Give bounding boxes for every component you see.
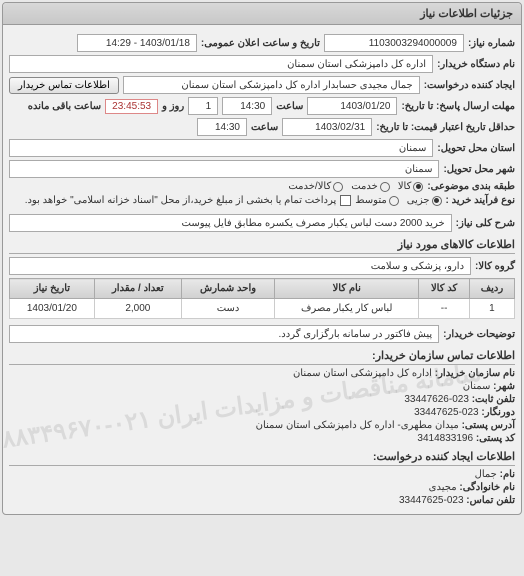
process-label: نوع فرآیند خرید : bbox=[446, 195, 515, 206]
days-remaining-field: 1 bbox=[188, 97, 218, 115]
requester-name: نام: جمال bbox=[9, 469, 515, 480]
details-panel: جزئیات اطلاعات نیاز شماره نیاز: 11030032… bbox=[2, 2, 522, 515]
invoice-note-field: پیش فاکتور در سامانه بارگزاری گردد. bbox=[9, 325, 439, 343]
validity-time-field: 14:30 bbox=[197, 118, 247, 136]
category-radio-group: کالا خدمت کالا/خدمت bbox=[288, 181, 423, 192]
radio-dot-icon bbox=[413, 182, 423, 192]
validity-date-field: 1403/02/31 bbox=[282, 118, 372, 136]
req-number-field: 1103003294000009 bbox=[324, 34, 464, 52]
countdown-timer: 23:45:53 bbox=[105, 99, 158, 114]
validity-label: حداقل تاریخ اعتبار قیمت: تا تاریخ: bbox=[376, 122, 515, 133]
goods-section-title: اطلاعات کالاهای مورد نیاز bbox=[9, 238, 515, 254]
td-name: لباس کار یکبار مصرف bbox=[275, 299, 419, 319]
buyer-org-label: نام دستگاه خریدار: bbox=[437, 59, 515, 70]
td-qty: 2,000 bbox=[94, 299, 181, 319]
province-label: استان محل تحویل: bbox=[437, 143, 515, 154]
contact-fax: دورنگار: 023-33447625 bbox=[9, 407, 515, 418]
requester-field: جمال مجیدی حسابدار اداره کل دامپزشکی است… bbox=[123, 76, 420, 94]
treasury-checkbox[interactable] bbox=[340, 195, 351, 206]
days-label: روز و bbox=[162, 101, 184, 112]
td-date: 1403/01/20 bbox=[10, 299, 95, 319]
goods-group-label: گروه کالا: bbox=[475, 261, 515, 272]
radio-service[interactable]: خدمت bbox=[351, 181, 390, 192]
announce-label: تاریخ و ساعت اعلان عمومی: bbox=[201, 38, 320, 49]
requester-phone: تلفن تماس: 023-33447625 bbox=[9, 495, 515, 506]
category-label: طبقه بندی موضوعی: bbox=[427, 181, 515, 192]
radio-partial[interactable]: جزیی bbox=[407, 195, 442, 206]
requester-section-title: اطلاعات ایجاد کننده درخواست: bbox=[9, 450, 515, 466]
table-header-row: ردیف کد کالا نام کالا واحد شمارش تعداد /… bbox=[10, 279, 515, 299]
requester-label: ایجاد کننده درخواست: bbox=[424, 80, 515, 91]
radio-dot-icon bbox=[389, 196, 399, 206]
city-label: شهر محل تحویل: bbox=[443, 164, 515, 175]
goods-table: ردیف کد کالا نام کالا واحد شمارش تعداد /… bbox=[9, 278, 515, 319]
desc-label: شرح کلی نیاز: bbox=[456, 218, 515, 229]
contact-section-title: اطلاعات تماس سازمان خریدار: bbox=[9, 349, 515, 365]
time-label-2: ساعت bbox=[251, 122, 278, 133]
province-field: سمنان bbox=[9, 139, 433, 157]
city-field: سمنان bbox=[9, 160, 439, 178]
contact-address: آدرس پستی: میدان مطهری- اداره کل دامپزشک… bbox=[9, 420, 515, 431]
buyer-org-field: اداره کل دامپزشکی استان سمنان bbox=[9, 55, 433, 73]
time-label-1: ساعت bbox=[276, 101, 303, 112]
req-number-label: شماره نیاز: bbox=[468, 38, 515, 49]
td-code: -- bbox=[419, 299, 470, 319]
requester-lastname: نام خانوادگی: مجیدی bbox=[9, 482, 515, 493]
deadline-label: مهلت ارسال پاسخ: تا تاریخ: bbox=[401, 101, 515, 112]
td-unit: دست bbox=[181, 299, 274, 319]
radio-dot-icon bbox=[333, 182, 343, 192]
contact-buyer-button[interactable]: اطلاعات تماس خریدار bbox=[9, 77, 119, 94]
panel-title: جزئیات اطلاعات نیاز bbox=[3, 3, 521, 25]
th-unit: واحد شمارش bbox=[181, 279, 274, 299]
process-radio-group: جزیی متوسط bbox=[355, 195, 441, 206]
th-index: ردیف bbox=[469, 279, 514, 299]
radio-both[interactable]: کالا/خدمت bbox=[288, 181, 343, 192]
contact-phone: تلفن ثابت: 023-33447626 bbox=[9, 394, 515, 405]
radio-dot-icon bbox=[432, 196, 442, 206]
deadline-time-field: 14:30 bbox=[222, 97, 272, 115]
th-qty: تعداد / مقدار bbox=[94, 279, 181, 299]
th-date: تاریخ نیاز bbox=[10, 279, 95, 299]
table-row: 1 -- لباس کار یکبار مصرف دست 2,000 1403/… bbox=[10, 299, 515, 319]
radio-dot-icon bbox=[380, 182, 390, 192]
process-note: پرداخت تمام یا بخشی از مبلغ خرید،از محل … bbox=[25, 195, 337, 206]
contact-postal: کد پستی: 3414833196 bbox=[9, 433, 515, 444]
notes-label: توضیحات خریدار: bbox=[443, 329, 515, 340]
contact-city: شهر: سمنان bbox=[9, 381, 515, 392]
announce-field: 1403/01/18 - 14:29 bbox=[77, 34, 197, 52]
goods-group-field: دارو، پزشکی و سلامت bbox=[9, 257, 471, 275]
deadline-date-field: 1403/01/20 bbox=[307, 97, 397, 115]
timer-suffix: ساعت باقی مانده bbox=[28, 101, 101, 112]
th-code: کد کالا bbox=[419, 279, 470, 299]
radio-goods[interactable]: کالا bbox=[398, 181, 424, 192]
radio-medium[interactable]: متوسط bbox=[355, 195, 398, 206]
th-name: نام کالا bbox=[275, 279, 419, 299]
contact-org: نام سازمان خریدار: اداره کل دامپزشکی است… bbox=[9, 368, 515, 379]
desc-field: خرید 2000 دست لباس یکبار مصرف یکسره مطاب… bbox=[9, 214, 452, 232]
td-index: 1 bbox=[469, 299, 514, 319]
